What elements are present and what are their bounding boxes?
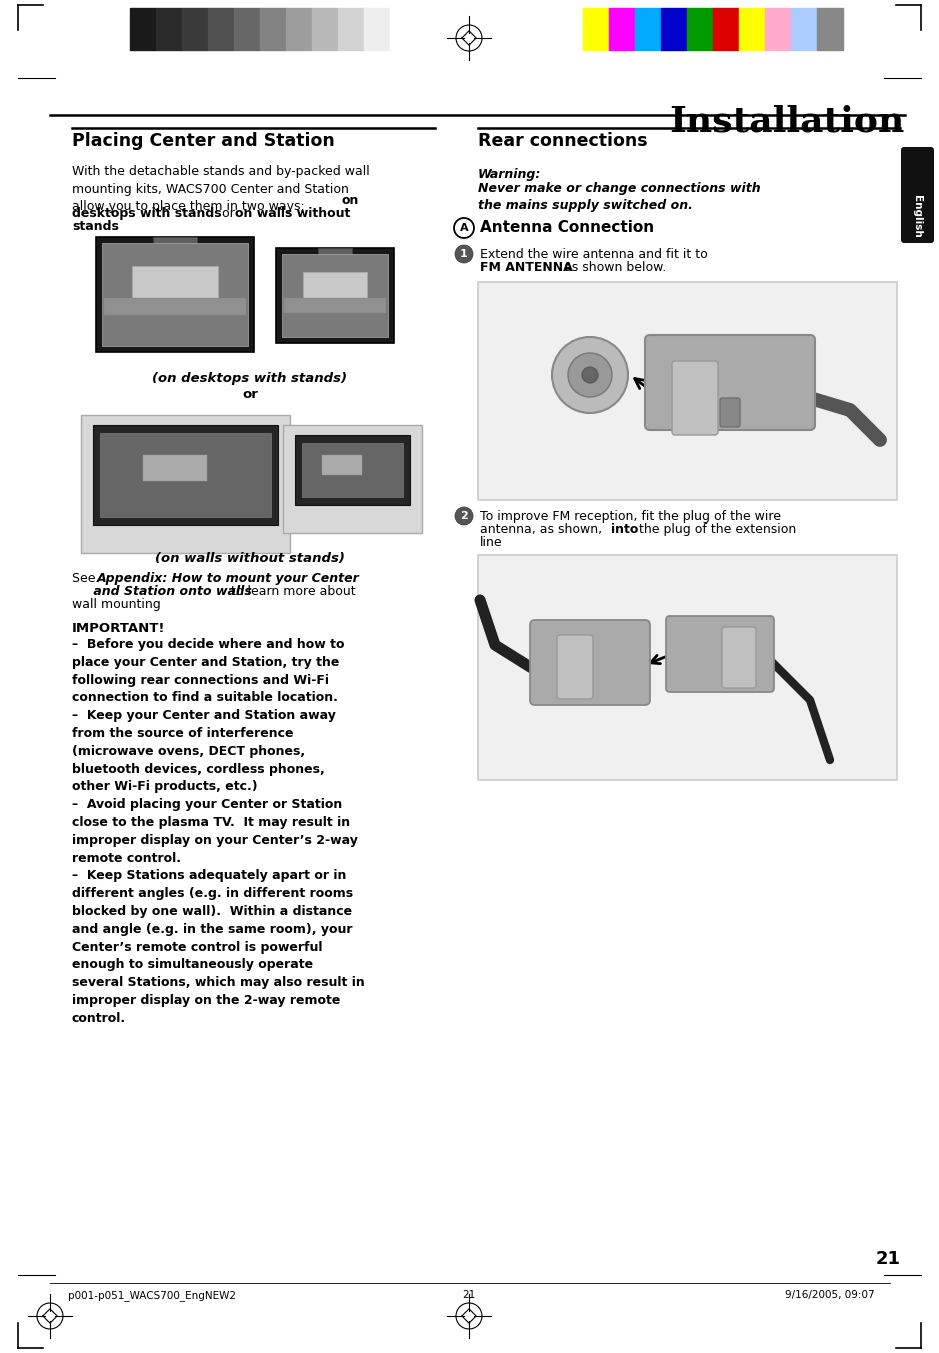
Text: See: See — [72, 572, 100, 584]
Text: or: or — [218, 207, 239, 221]
FancyBboxPatch shape — [96, 237, 254, 352]
Text: (on walls without stands): (on walls without stands) — [155, 552, 345, 566]
Text: 1: 1 — [460, 249, 468, 258]
FancyBboxPatch shape — [131, 265, 219, 300]
Text: A: A — [460, 223, 469, 233]
Bar — [208, 8, 234, 50]
Text: .: . — [114, 221, 118, 233]
Circle shape — [568, 353, 612, 396]
Text: Rear connections: Rear connections — [478, 133, 648, 150]
Text: IMPORTANT!: IMPORTANT! — [72, 622, 165, 635]
Bar — [130, 8, 156, 50]
Text: 9/16/2005, 09:07: 9/16/2005, 09:07 — [785, 1289, 875, 1300]
Text: Extend the wire antenna and fit it to: Extend the wire antenna and fit it to — [480, 248, 708, 261]
Text: line: line — [480, 536, 502, 549]
Bar — [390, 8, 416, 50]
Bar — [260, 8, 286, 50]
Bar — [583, 8, 609, 50]
FancyBboxPatch shape — [666, 616, 774, 691]
Text: Warning:: Warning: — [478, 168, 542, 181]
FancyBboxPatch shape — [672, 361, 718, 436]
Bar — [286, 8, 312, 50]
Text: and Station onto walls: and Station onto walls — [89, 584, 252, 598]
Text: Never make or change connections with
the mains supply switched on.: Never make or change connections with th… — [478, 183, 761, 212]
Bar — [661, 8, 687, 50]
FancyBboxPatch shape — [302, 272, 367, 300]
Bar — [687, 8, 713, 50]
FancyBboxPatch shape — [322, 455, 362, 475]
FancyBboxPatch shape — [318, 248, 351, 260]
Text: wall mounting: wall mounting — [72, 598, 161, 612]
FancyBboxPatch shape — [143, 455, 208, 482]
Bar — [739, 8, 765, 50]
Bar — [156, 8, 182, 50]
Text: as shown below.: as shown below. — [560, 261, 667, 275]
FancyBboxPatch shape — [530, 620, 650, 705]
FancyBboxPatch shape — [722, 626, 756, 687]
Text: p001-p051_WACS700_EngNEW2: p001-p051_WACS700_EngNEW2 — [68, 1289, 236, 1300]
Text: Antenna Connection: Antenna Connection — [480, 221, 654, 235]
FancyBboxPatch shape — [153, 237, 197, 250]
FancyBboxPatch shape — [276, 248, 394, 344]
Text: Installation: Installation — [670, 106, 905, 139]
Text: on walls without: on walls without — [235, 207, 350, 221]
Bar — [635, 8, 661, 50]
FancyBboxPatch shape — [478, 281, 897, 501]
FancyBboxPatch shape — [901, 147, 934, 244]
Text: –  Before you decide where and how to
place your Center and Station, try the
fol: – Before you decide where and how to pla… — [72, 639, 364, 1024]
Text: (on desktops with stands): (on desktops with stands) — [152, 372, 347, 386]
Text: FM ANTENNA: FM ANTENNA — [480, 261, 573, 275]
Bar — [713, 8, 739, 50]
FancyBboxPatch shape — [283, 425, 422, 533]
FancyBboxPatch shape — [284, 299, 386, 313]
Text: or: or — [242, 388, 258, 400]
Text: to learn more about: to learn more about — [227, 584, 356, 598]
Circle shape — [552, 337, 628, 413]
Bar — [791, 8, 817, 50]
Text: To improve FM reception, fit the plug of the wire: To improve FM reception, fit the plug of… — [480, 510, 781, 524]
Text: Appendix: How to mount your Center: Appendix: How to mount your Center — [97, 572, 360, 584]
Bar — [817, 8, 843, 50]
FancyBboxPatch shape — [102, 244, 248, 346]
Bar — [312, 8, 338, 50]
Text: English: English — [912, 195, 922, 238]
FancyBboxPatch shape — [645, 336, 815, 430]
FancyBboxPatch shape — [104, 298, 246, 315]
Circle shape — [582, 367, 598, 383]
Text: the plug of the extension: the plug of the extension — [635, 524, 796, 536]
Text: into: into — [611, 524, 639, 536]
FancyBboxPatch shape — [557, 635, 593, 700]
FancyBboxPatch shape — [100, 433, 270, 517]
FancyBboxPatch shape — [93, 425, 278, 525]
FancyBboxPatch shape — [295, 436, 409, 505]
FancyBboxPatch shape — [301, 442, 403, 497]
Circle shape — [455, 507, 473, 525]
Circle shape — [455, 245, 473, 262]
Text: 2: 2 — [460, 511, 468, 521]
Text: With the detachable stands and by-packed wall
mounting kits, WACS700 Center and : With the detachable stands and by-packed… — [72, 165, 370, 212]
Text: Placing Center and Station: Placing Center and Station — [72, 133, 334, 150]
Bar — [364, 8, 390, 50]
Bar — [338, 8, 364, 50]
Bar — [609, 8, 635, 50]
FancyBboxPatch shape — [720, 398, 740, 428]
FancyBboxPatch shape — [81, 415, 289, 553]
Bar — [234, 8, 260, 50]
Text: 21: 21 — [462, 1289, 476, 1300]
Text: 21: 21 — [875, 1250, 901, 1268]
FancyBboxPatch shape — [282, 254, 388, 337]
Bar — [182, 8, 208, 50]
Bar — [765, 8, 791, 50]
Text: on: on — [341, 193, 359, 207]
Text: antenna, as shown,: antenna, as shown, — [480, 524, 607, 536]
FancyBboxPatch shape — [478, 555, 897, 779]
Text: stands: stands — [72, 221, 119, 233]
Text: desktops with stands: desktops with stands — [72, 207, 222, 221]
